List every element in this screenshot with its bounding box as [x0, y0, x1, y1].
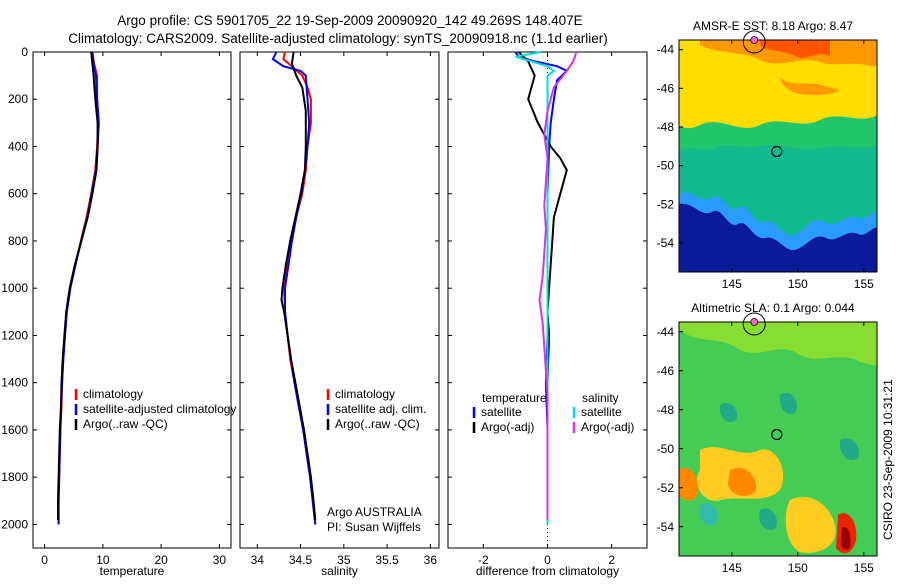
salinity-series-2-line — [280, 51, 317, 520]
salinity-xtick-label: 35.5 — [375, 553, 399, 567]
difference-xtick-label: 2 — [608, 553, 615, 567]
sst-map-axes-frame — [678, 39, 878, 273]
salinity-legend-entry: Argo(..raw -QC) — [335, 417, 420, 431]
temperature-legend-entry: climatology — [83, 387, 143, 401]
sla-map-ytick-label: -46 — [657, 364, 675, 378]
salinity-xtick-label: 34 — [251, 553, 265, 567]
temperature-xtick-label: 0 — [41, 553, 48, 567]
difference-series-0-line — [514, 51, 569, 525]
temperature-axes-frame — [32, 51, 232, 549]
diff-legend-entry: satellite — [581, 405, 622, 419]
sst-map-float-marker — [771, 145, 783, 158]
sla-map-ytick-label: -50 — [657, 442, 675, 456]
float-info-annotation: Argo AUSTRALIA — [327, 505, 422, 519]
difference-xlabel: difference from climatology — [476, 564, 619, 578]
sst-map-ytick-label: -52 — [657, 197, 675, 211]
temperature-xtick-label: 30 — [213, 553, 227, 567]
depth-tick-label: 2000 — [1, 517, 28, 531]
temperature-series-2-line — [57, 51, 99, 520]
temperature-series-0-line — [57, 51, 100, 525]
plot-layer: 0 10 20 30020040060080010001200140016001800… — [1, 19, 878, 578]
sla-map-xtick-label: 155 — [854, 561, 874, 575]
sst-map-ytick-label: -46 — [657, 81, 675, 95]
sst-map-xtick-label: 150 — [788, 277, 808, 291]
temperature-xtick-label: 10 — [96, 553, 110, 567]
sst-map-ytick-label: -48 — [657, 120, 675, 134]
temperature-series-1-line — [57, 51, 100, 525]
difference-series-1-line — [517, 51, 568, 520]
difference-xtick-label: -2 — [478, 553, 489, 567]
sst-map-title: AMSR-E SST: 8.18 Argo: 8.47 — [693, 19, 853, 33]
salinity-series-1-line — [271, 51, 317, 525]
float-info-annotation: PI: Susan Wijffels — [327, 520, 421, 534]
diff-legend-salinity-title: salinity — [582, 391, 619, 405]
sst-map-previous-position-marker — [750, 36, 759, 44]
temperature-legend-entry: Argo(..raw -QC) — [83, 417, 168, 431]
depth-tick-label: 400 — [8, 139, 28, 153]
salinity-legend-entry: satellite adj. clim. — [335, 402, 426, 416]
depth-tick-label: 200 — [8, 92, 28, 106]
salinity-xtick-label: 36 — [424, 553, 438, 567]
timestamp-stamp: CSIRO 23-Sep-2009 10:31:21 — [881, 379, 895, 540]
sla-map-axes-frame — [678, 321, 878, 557]
salinity-legend-entry: climatology — [335, 387, 395, 401]
sst-map-ytick-label: -54 — [657, 236, 675, 250]
sla-map-float-marker — [771, 428, 783, 441]
difference-xtick-label: 0 — [544, 553, 551, 567]
sla-map-xtick-label: 145 — [722, 561, 742, 575]
sla-map-ytick-label: -48 — [657, 403, 675, 417]
diff-legend-entry: satellite — [481, 405, 522, 419]
diff-legend-temperature-title: temperature — [482, 391, 547, 405]
temperature-xtick-label: 20 — [154, 553, 168, 567]
sla-map-ytick-label: -54 — [657, 520, 675, 534]
sst-map-ytick-label: -50 — [657, 159, 675, 173]
sla-map-ytick-label: -44 — [657, 325, 675, 339]
sla-map-ytick-label: -52 — [657, 481, 675, 495]
depth-tick-label: 600 — [8, 187, 28, 201]
depth-tick-label: 1400 — [1, 376, 28, 390]
sst-map-previous-position-ring — [742, 30, 766, 54]
depth-tick-label: 1200 — [1, 328, 28, 342]
diff-legend-entry: Argo(-adj) — [481, 420, 534, 434]
depth-tick-label: 800 — [8, 234, 28, 248]
sla-map-title: Altimetric SLA: 0.1 Argo: 0.044 — [691, 301, 855, 315]
depth-tick-label: 1800 — [1, 470, 28, 484]
salinity-xtick-label: 35 — [337, 553, 351, 567]
sla-map-previous-position-marker — [750, 318, 759, 326]
sst-map-xtick-label: 145 — [722, 277, 742, 291]
depth-tick-label: 0 — [21, 45, 28, 59]
sla-map-xtick-label: 150 — [788, 561, 808, 575]
temperature-xlabel: temperature — [100, 564, 165, 578]
difference-series-3-line — [538, 51, 578, 520]
figure-title-line2: Climatology: CARS2009. Satellite-adjuste… — [68, 31, 608, 46]
figure-title-line1: Argo profile: CS 5901705_22 19-Sep-2009 … — [117, 13, 582, 28]
sst-map-xtick-label: 155 — [854, 277, 874, 291]
salinity-series-0-line — [282, 51, 317, 525]
salinity-xtick-label: 34.5 — [289, 553, 313, 567]
depth-tick-label: 1600 — [1, 423, 28, 437]
temperature-legend-entry: satellite-adjusted climatology — [83, 402, 236, 416]
salinity-xlabel: salinity — [321, 564, 358, 578]
diff-legend-entry: Argo(-adj) — [581, 420, 634, 434]
depth-tick-label: 1000 — [1, 281, 28, 295]
sst-map-ytick-label: -44 — [657, 43, 675, 57]
salinity-axes-frame — [239, 51, 440, 549]
sla-map-previous-position-ring — [742, 312, 766, 336]
